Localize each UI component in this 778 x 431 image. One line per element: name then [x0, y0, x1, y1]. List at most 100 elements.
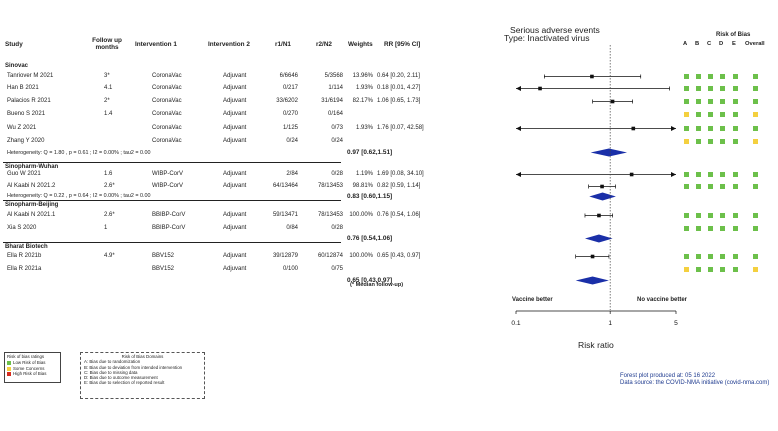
intervention-1-value: BBV152 — [152, 266, 175, 272]
domain-b: B: Bias due to deviation from intended i… — [84, 364, 183, 370]
rob-square — [696, 86, 701, 91]
rob-square — [720, 254, 725, 259]
rob-domain-header: D — [719, 41, 724, 47]
r1n1-value: 0/270 — [282, 111, 298, 117]
follow-up-value: 3* — [104, 73, 110, 79]
r2n2-value: 31/6194 — [321, 98, 343, 104]
intervention-2-value: Adjuvant — [223, 138, 247, 144]
intervention-1-value: CoronaVac — [152, 98, 182, 104]
rob-square — [753, 254, 758, 259]
rob-square — [708, 226, 713, 231]
r2n2-value: 0/28 — [331, 225, 343, 231]
r2n2-value: 0/73 — [331, 125, 343, 131]
rob-square — [753, 74, 758, 79]
rob-legend-title: Risk of bias ratings — [7, 354, 45, 359]
rob-domain-header: C — [707, 41, 712, 47]
follow-up-value: 1 — [104, 225, 108, 231]
rob-square — [684, 267, 689, 272]
rob-square — [696, 112, 701, 117]
pooled-estimate: 0.97 [0.62,1.51] — [347, 149, 393, 156]
follow-up-value: 4.1 — [104, 85, 113, 91]
rob-square — [684, 112, 689, 117]
intervention-1-value: CoronaVac — [152, 73, 182, 79]
intervention-2-value: Adjuvant — [223, 183, 247, 189]
rob-square — [708, 254, 713, 259]
r2n2-value: 5/3568 — [324, 73, 343, 79]
r2n2-value: 78/13453 — [317, 183, 343, 189]
rob-square — [684, 213, 689, 218]
vaccine-better-label: Vaccine better — [512, 297, 553, 303]
x-tick-label: 5 — [674, 320, 678, 327]
point-estimate — [600, 184, 604, 189]
rob-domain-header: Overall — [745, 41, 765, 47]
intervention-2-value: Adjuvant — [223, 85, 247, 91]
domain-d: D: Bias due to outcome measurement — [84, 375, 158, 381]
r2n2-value: 60/12874 — [317, 253, 343, 259]
intervention-1-value: BBIBP-CorV — [152, 225, 186, 231]
rob-square — [684, 184, 689, 189]
credit-source: Data source: the COVID-NMA initiative (c… — [620, 380, 770, 386]
r1n1-value: 0/100 — [282, 266, 298, 272]
rob-square — [696, 213, 701, 218]
study-name: Ella R 2021a — [7, 266, 42, 272]
follow-up-value: 1.4 — [104, 111, 113, 117]
study-name: Al Kaabi N 2021.2 — [7, 183, 56, 189]
rob-square — [684, 86, 689, 91]
rob-square — [720, 74, 725, 79]
rob-legend: Risk of bias ratings Low Risk of Bias So… — [4, 352, 61, 383]
r2n2-value: 78/13453 — [317, 212, 343, 218]
r2n2-value: 0/28 — [331, 171, 343, 177]
rob-square — [733, 74, 738, 79]
rob-square — [708, 139, 713, 144]
follow-up-value: 1.6 — [104, 171, 113, 177]
rob-square — [733, 184, 738, 189]
rob-square — [708, 86, 713, 91]
ci-arrow-left — [516, 86, 521, 91]
group-label: Bharat Biotech — [5, 244, 48, 250]
follow-up-value: 2.6* — [104, 212, 115, 218]
r1n1-value: 2/84 — [286, 171, 298, 177]
r1n1-value: 6/6646 — [279, 73, 298, 79]
rob-square — [720, 112, 725, 117]
domain-e: E: Bias due to selection of reported res… — [84, 380, 165, 386]
r1n1-value: 33/6202 — [276, 98, 298, 104]
header-intervention-2: Intervention 2 — [208, 41, 250, 48]
study-name: Han B 2021 — [7, 85, 39, 91]
study-name: Palacios R 2021 — [7, 98, 51, 104]
study-name: Xia S 2020 — [7, 225, 37, 231]
rob-square — [708, 267, 713, 272]
rob-square — [753, 112, 758, 117]
r2n2-value: 1/114 — [328, 85, 343, 91]
rob-square — [696, 172, 701, 177]
intervention-2-value: Adjuvant — [223, 171, 247, 177]
intervention-1-value: BBIBP-CorV — [152, 212, 186, 218]
intervention-1-value: CoronaVac — [152, 125, 182, 131]
heterogeneity-stats: Heterogeneity: Q = 1.80 , p = 0.61 ; I2 … — [7, 150, 151, 156]
r2n2-value: 0/75 — [331, 266, 343, 272]
rob-square — [720, 184, 725, 189]
rob-square — [708, 172, 713, 177]
rob-square — [733, 172, 738, 177]
rob-square — [684, 172, 689, 177]
intervention-1-value: CoronaVac — [152, 111, 182, 117]
point-estimate — [610, 99, 615, 104]
group-label: Sinovac — [5, 63, 29, 69]
intervention-1-value: WIBP-CorV — [152, 171, 184, 177]
rob-domains-box: Risk of Bias Domains A: Bias due to rand… — [80, 352, 205, 399]
point-estimate — [631, 126, 636, 131]
rob-square — [696, 74, 701, 79]
footnote: (* Median follow-up) — [350, 282, 404, 288]
rob-square — [684, 254, 689, 259]
credit-produced: Forest plot produced at: 05 16 2022 — [620, 373, 716, 379]
intervention-2-value: Adjuvant — [223, 253, 247, 259]
rob-domain-header: A — [683, 41, 688, 47]
rob-square — [753, 172, 758, 177]
rr-ci-value: 0.76 [0.54, 1.06] — [377, 212, 421, 218]
r1n1-value: 0/84 — [286, 225, 298, 231]
r1n1-value: 1/125 — [282, 125, 298, 131]
rob-square — [708, 112, 713, 117]
rob-square — [708, 126, 713, 131]
rob-square — [720, 226, 725, 231]
weight-value: 82.17% — [352, 98, 373, 104]
rob-square — [696, 254, 701, 259]
